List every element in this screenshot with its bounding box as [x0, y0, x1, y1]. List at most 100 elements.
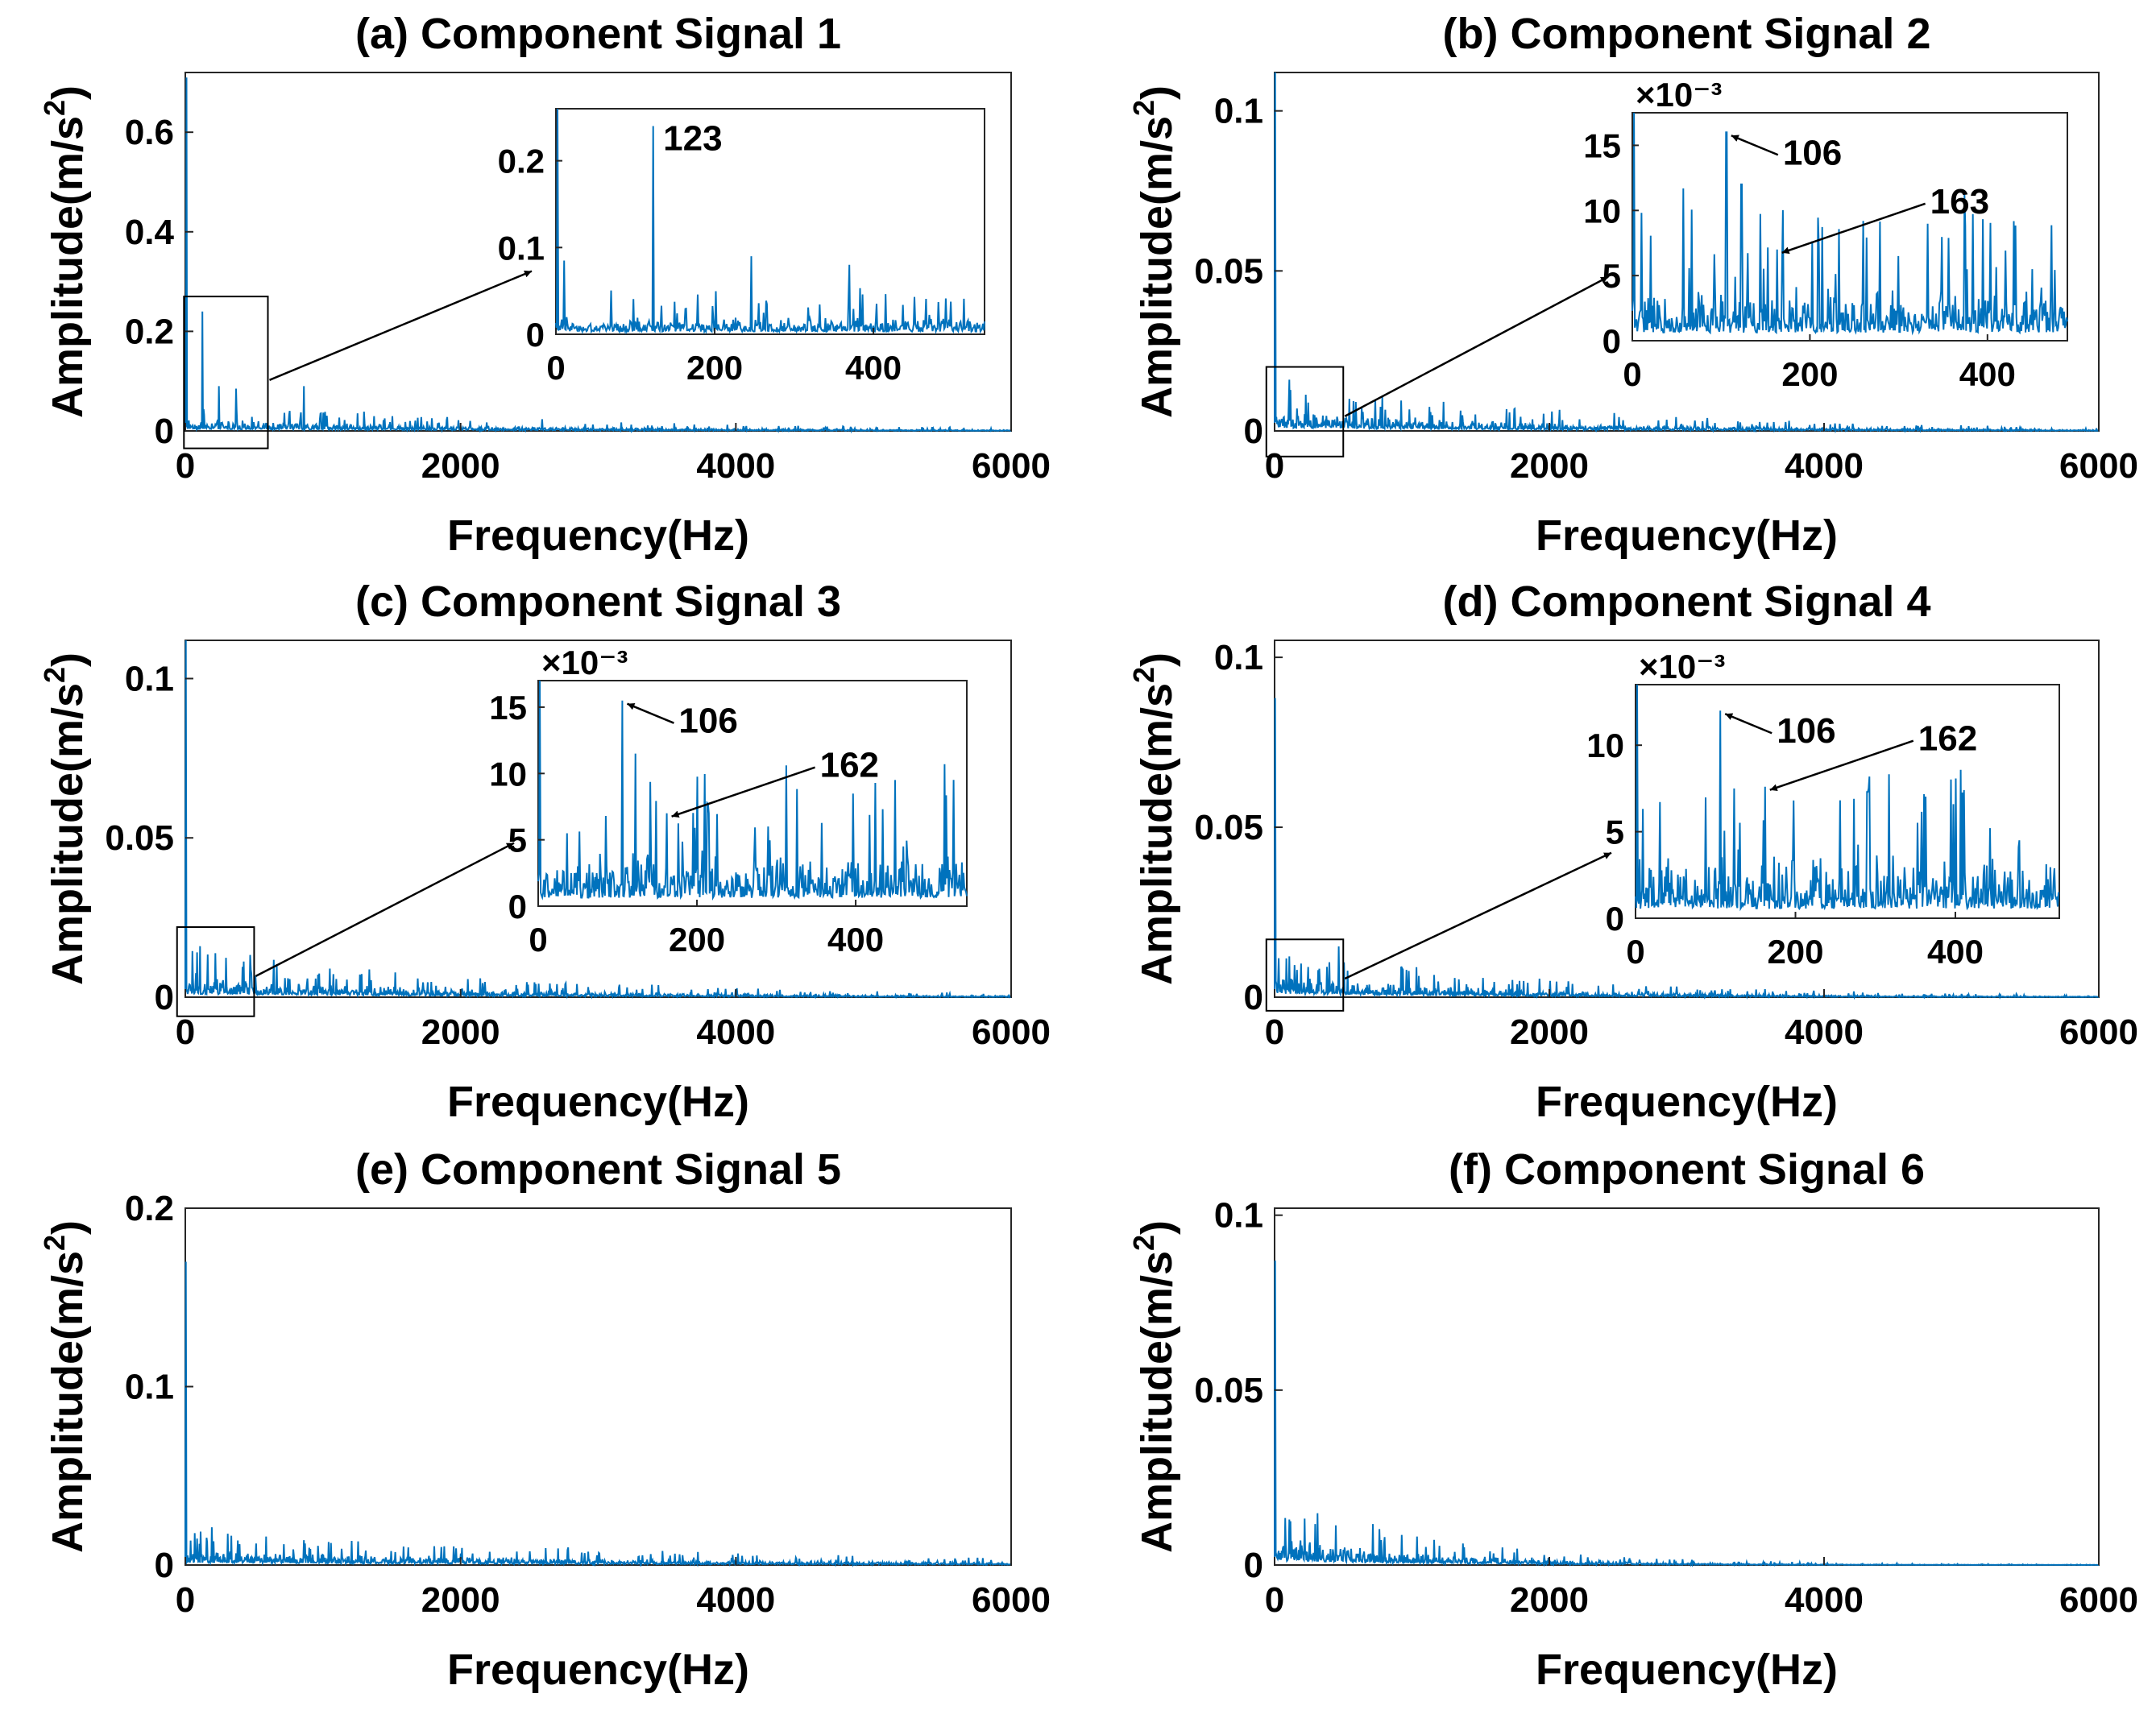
inset-x-tick-label: 0: [546, 349, 565, 387]
y-axis-label: Amplitude(m/s2): [38, 652, 92, 985]
annotation-label: 123: [663, 119, 722, 159]
inset-spectrum-line: [537, 680, 968, 901]
inset-exponent-label: ×10⁻³: [541, 644, 628, 681]
x-axis-label: Frequency(Hz): [447, 511, 749, 560]
x-tick-label: 0: [176, 446, 195, 486]
x-axis-label: Frequency(Hz): [1536, 1646, 1838, 1694]
inset-exponent-label: ×10⁻³: [1636, 76, 1722, 114]
y-tick-label: 0: [155, 412, 174, 451]
annotation-arrow: [1731, 135, 1779, 156]
inset-x-tick-label: 0: [1623, 355, 1641, 393]
inset-y-tick-label: 0: [526, 316, 545, 354]
annotation-arrow: [1769, 739, 1914, 792]
inset-plot: 0 200 400 0 0.1 0.2 123: [183, 108, 985, 449]
x-tick-label: 4000: [696, 1580, 775, 1620]
annotation-label: 106: [678, 702, 737, 741]
y-tick-label: 0.2: [125, 312, 174, 351]
panel-6: 0 2000 4000 6000 0 0.05 0.1 (f) Component Signa…: [1127, 1145, 2138, 1694]
y-tick-label: 0: [155, 1546, 174, 1585]
chart-title: (d) Component Signal 4: [1443, 578, 1931, 626]
inset-plot: 0 200 400 0 5 10 ×10⁻³ 106 162: [1265, 648, 2060, 1012]
spectrum-line: [185, 77, 1011, 434]
x-axis-label: Frequency(Hz): [1536, 1078, 1838, 1126]
spectrum-line: [1274, 1261, 2099, 1567]
annotation-arrow: [1724, 713, 1772, 735]
x-tick-label: 0: [1265, 1012, 1284, 1052]
chart-title: (c) Component Signal 3: [355, 578, 841, 626]
inset-exponent-label: ×10⁻³: [1639, 648, 1725, 685]
y-tick-label: 0.1: [125, 1368, 174, 1407]
x-tick-label: 4000: [1785, 446, 1864, 486]
inset-y-tick-label: 10: [1586, 727, 1624, 764]
inset-y-tick-label: 5: [1602, 257, 1621, 295]
spectrum-line: [1274, 72, 2100, 434]
y-tick-label: 0.1: [1214, 92, 1263, 131]
chart-title: (e) Component Signal 5: [355, 1145, 841, 1194]
inset-x-tick-label: 200: [1781, 355, 1838, 393]
x-tick-label: 2000: [1510, 1580, 1589, 1620]
panel-5: 0 2000 4000 6000 0 0.1 0.2 (e) Component Signal…: [38, 1145, 1051, 1694]
x-tick-label: 6000: [972, 1012, 1051, 1052]
chart-title: (b) Component Signal 2: [1443, 10, 1931, 58]
annotation-label: 106: [1777, 711, 1835, 751]
inset-y-tick-label: 0: [1602, 322, 1621, 360]
y-axis-label: Amplitude(m/s2): [1127, 652, 1181, 985]
y-tick-label: 0.05: [1194, 1371, 1263, 1410]
spectrum-line: [185, 640, 1012, 1000]
y-tick-label: 0.1: [1214, 638, 1263, 677]
annotation-arrow: [1781, 202, 1926, 255]
inset-x-tick-label: 0: [529, 921, 547, 959]
x-tick-label: 4000: [1785, 1012, 1864, 1052]
annotation-label: 163: [1930, 182, 1989, 222]
inset-y-tick-label: 10: [489, 755, 527, 793]
inset-spectrum-line: [1635, 684, 2060, 912]
annotation-label: 162: [820, 746, 879, 785]
y-tick-label: 0: [1244, 412, 1263, 451]
y-tick-label: 0: [1244, 1546, 1263, 1585]
inset-spectrum-line: [555, 108, 985, 335]
x-tick-label: 2000: [1510, 446, 1589, 486]
inset-y-tick-label: 5: [1606, 814, 1624, 851]
inset-y-tick-label: 15: [489, 689, 527, 727]
x-tick-label: 4000: [696, 1012, 775, 1052]
inset-y-tick-label: 0: [1606, 900, 1624, 938]
inset-plot: 0 200 400 0 5 10 15 ×10⁻³ 106 163: [1265, 76, 2068, 458]
x-axis-label: Frequency(Hz): [1536, 511, 1838, 560]
inset-plot: 0 200 400 0 5 10 15 ×10⁻³ 106 162: [176, 644, 968, 1017]
inset-spectrum-line: [1632, 112, 2068, 336]
zoom-arrow: [269, 270, 533, 381]
inset-y-tick-label: 0.2: [498, 143, 545, 180]
zoom-arrow: [1344, 851, 1612, 980]
x-tick-label: 0: [176, 1012, 195, 1052]
zoom-box: [176, 925, 255, 1017]
zoom-arrow: [1344, 275, 1609, 417]
y-axis-label: Amplitude(m/s2): [38, 1220, 92, 1553]
annotation-arrow: [626, 702, 674, 724]
x-tick-label: 6000: [972, 1580, 1051, 1620]
x-tick-label: 4000: [696, 446, 775, 486]
x-tick-label: 2000: [421, 1580, 500, 1620]
zoom-arrow: [255, 842, 515, 978]
x-tick-label: 0: [176, 1580, 195, 1620]
inset-y-tick-label: 15: [1583, 126, 1621, 164]
x-tick-label: 0: [1265, 446, 1284, 486]
chart-title: (a) Component Signal 1: [355, 10, 841, 58]
axes-frame: [185, 1207, 1012, 1566]
zoom-box: [1265, 938, 1345, 1012]
y-tick-label: 0.4: [125, 213, 175, 252]
inset-frame: [555, 108, 985, 335]
x-tick-label: 6000: [2059, 1012, 2138, 1052]
x-axis-label: Frequency(Hz): [447, 1646, 749, 1694]
y-tick-label: 0.1: [1214, 1196, 1263, 1236]
y-tick-label: 0: [1244, 978, 1263, 1017]
inset-x-tick-label: 200: [1767, 933, 1823, 971]
y-tick-label: 0: [155, 978, 174, 1017]
x-tick-label: 6000: [2059, 1580, 2138, 1620]
inset-x-tick-label: 200: [669, 921, 725, 959]
x-tick-label: 6000: [2059, 446, 2138, 486]
